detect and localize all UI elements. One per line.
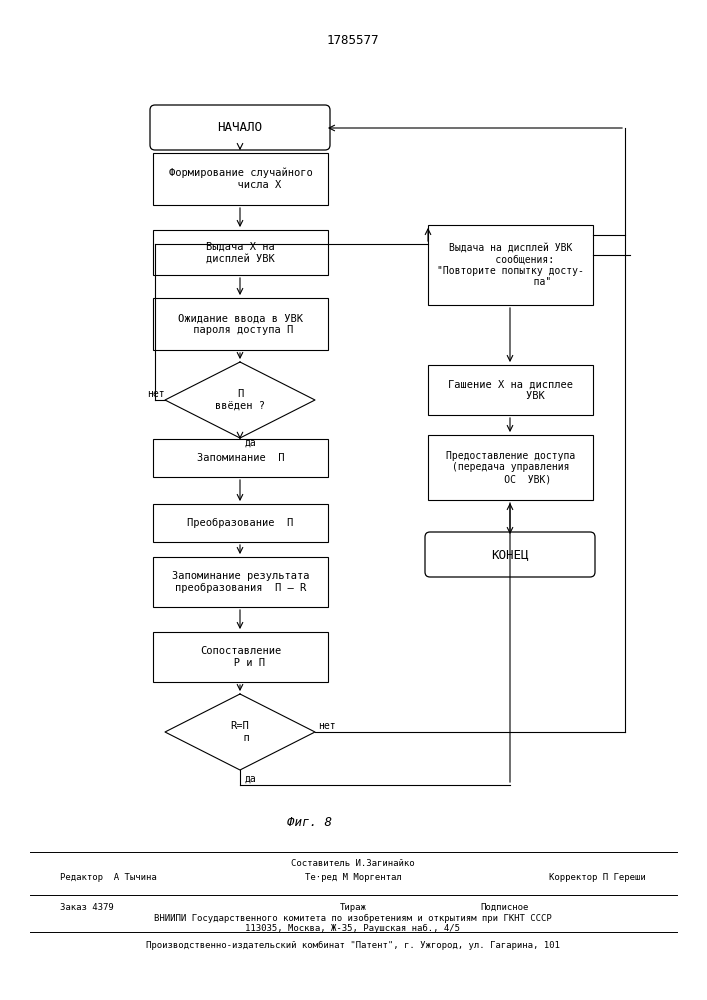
Text: нет: нет: [318, 721, 336, 731]
FancyBboxPatch shape: [153, 504, 328, 542]
FancyBboxPatch shape: [153, 153, 328, 205]
Text: Тираж: Тираж: [339, 902, 366, 912]
FancyBboxPatch shape: [153, 557, 328, 607]
Text: ВНИИПИ Государственного комитета по изобретениям и открытиям при ГКНТ СССР: ВНИИПИ Государственного комитета по изоб…: [154, 913, 552, 923]
Text: 113035, Москва, Ж-35, Раушская наб., 4/5: 113035, Москва, Ж-35, Раушская наб., 4/5: [245, 923, 460, 933]
FancyBboxPatch shape: [153, 439, 328, 477]
Text: П
ввёден ?: П ввёден ?: [215, 389, 265, 411]
Text: Те·ред М Моргентал: Те·ред М Моргентал: [305, 874, 402, 882]
Text: Редактор  А Тычина: Редактор А Тычина: [60, 874, 157, 882]
Text: КОНЕЦ: КОНЕЦ: [491, 548, 529, 561]
Text: да: да: [245, 774, 257, 784]
Text: R=П
  п: R=П п: [230, 721, 250, 743]
Text: Формирование случайного
      числа X: Формирование случайного числа X: [169, 168, 312, 190]
Text: Выдача на дисплей УВК
     сообщения:
"Повторите попытку досту-
           па": Выдача на дисплей УВК сообщения: "Повтор…: [437, 243, 584, 287]
Text: Производственно-издательский комбинат "Патент", г. Ужгород, ул. Гагарина, 101: Производственно-издательский комбинат "П…: [146, 940, 560, 950]
Text: Выдача X на
дисплей УВК: Выдача X на дисплей УВК: [206, 242, 275, 263]
Text: Заказ 4379: Заказ 4379: [60, 902, 114, 912]
Text: Преобразование  П: Преобразование П: [187, 518, 293, 528]
Text: нет: нет: [147, 389, 165, 399]
Text: Запоминание результата
преобразования  П – R: Запоминание результата преобразования П …: [172, 571, 309, 593]
FancyBboxPatch shape: [428, 435, 593, 500]
FancyBboxPatch shape: [428, 365, 593, 415]
Text: Корректор П Гереши: Корректор П Гереши: [549, 874, 646, 882]
Text: НАЧАЛО: НАЧАЛО: [218, 121, 262, 134]
FancyBboxPatch shape: [153, 298, 328, 350]
Text: Ожидание ввода в УВК
 пароля доступа П: Ожидание ввода в УВК пароля доступа П: [178, 313, 303, 335]
Text: Составитель И.Загинайко: Составитель И.Загинайко: [291, 859, 415, 868]
Text: Подписное: Подписное: [480, 902, 528, 912]
Text: 1785577: 1785577: [327, 33, 379, 46]
FancyBboxPatch shape: [153, 632, 328, 682]
Text: Сопоставление
   Р и П: Сопоставление Р и П: [200, 646, 281, 668]
FancyBboxPatch shape: [150, 105, 330, 150]
Text: Запоминание  П: Запоминание П: [197, 453, 284, 463]
FancyBboxPatch shape: [428, 225, 593, 305]
Text: Предоставление доступа
(передача управления
      ОС  УВК): Предоставление доступа (передача управле…: [446, 451, 575, 484]
Text: Фиг. 8: Фиг. 8: [288, 816, 332, 828]
Text: да: да: [245, 438, 257, 448]
FancyBboxPatch shape: [153, 230, 328, 275]
Text: Гашение X на дисплее
        УВК: Гашение X на дисплее УВК: [448, 379, 573, 401]
FancyBboxPatch shape: [425, 532, 595, 577]
